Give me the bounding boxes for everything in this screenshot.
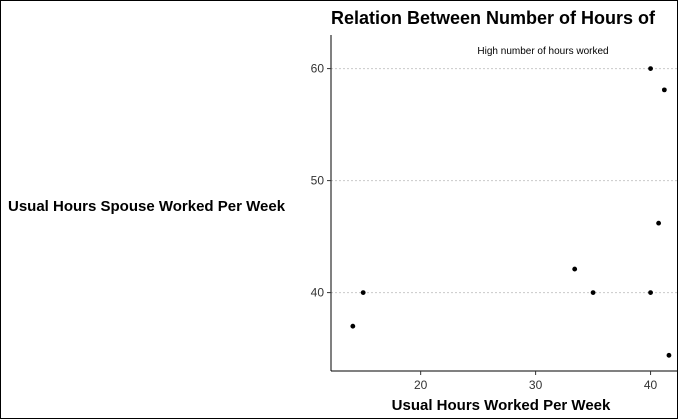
x-tick-label-40: 40 xyxy=(644,378,658,392)
y-axis-title: Usual Hours Spouse Worked Per Week xyxy=(8,198,286,215)
annotation-label: High number of hours worked xyxy=(477,46,608,57)
data-point-7 xyxy=(656,220,662,226)
x-tick-label-20: 20 xyxy=(414,378,428,392)
y-tick-label-60: 60 xyxy=(311,62,325,76)
y-tick-label-40: 40 xyxy=(311,286,325,300)
grid-lines xyxy=(331,68,677,294)
chart-title: Relation Between Number of Hours of xyxy=(331,8,656,28)
data-point-4 xyxy=(590,290,596,295)
data-points xyxy=(350,66,672,358)
x-tick-label-30: 30 xyxy=(529,378,543,392)
data-point-9 xyxy=(666,352,672,358)
axis-ticks: 40 50 60 20 30 40 xyxy=(311,62,658,392)
data-point-5 xyxy=(648,66,653,71)
y-tick-label-50: 50 xyxy=(311,174,325,188)
data-point-8 xyxy=(661,87,667,93)
data-point-1 xyxy=(350,323,356,329)
data-point-3 xyxy=(572,266,578,272)
data-point-2 xyxy=(360,290,366,295)
x-axis-title: Usual Hours Worked Per Week xyxy=(392,397,611,414)
data-point-6 xyxy=(648,290,653,295)
